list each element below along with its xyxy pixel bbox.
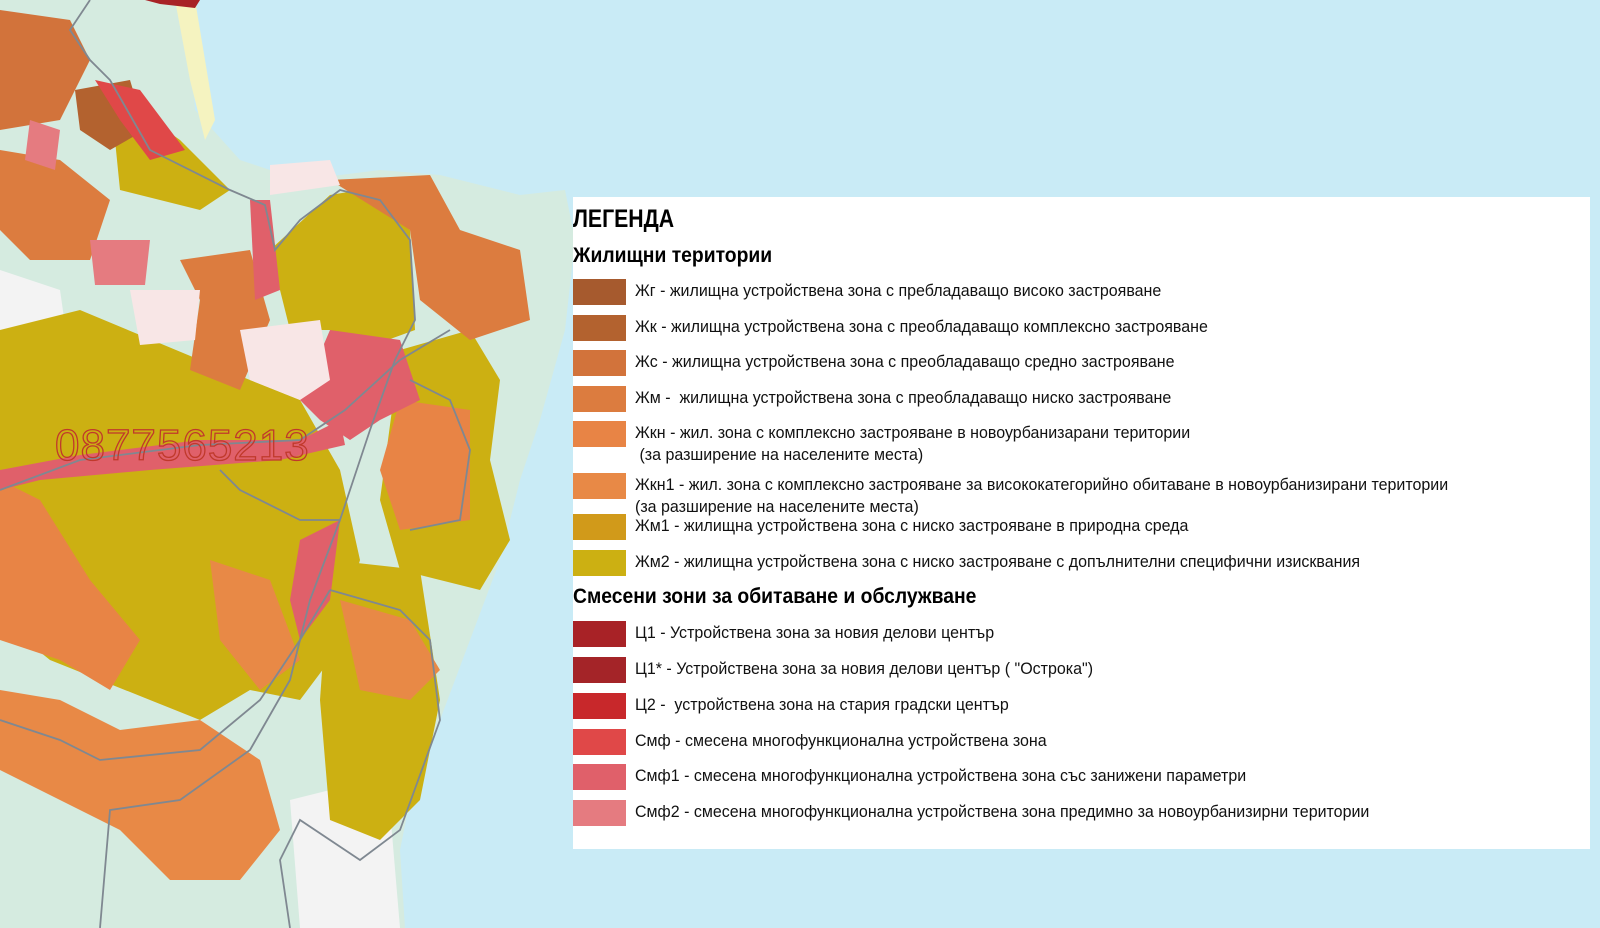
legend-label: Жк - жилищна устройствена зона с преобла… — [635, 318, 1208, 336]
roads — [0, 0, 471, 928]
map-legend: ЛЕГЕНДА Жилищни територии Жг - жилищна у… — [573, 197, 1590, 849]
zone-smf — [95, 80, 185, 160]
zone-zhs — [0, 10, 90, 130]
legend-swatch — [573, 386, 626, 412]
zone-smf2 — [25, 120, 60, 170]
light-pink-area — [130, 290, 200, 345]
zone-zhkn1 — [210, 560, 300, 690]
legend-item: Жм2 - жилищна устройствена зона с ниско … — [573, 550, 1383, 576]
legend-swatch — [573, 729, 626, 755]
legend-item: Смф1 - смесена многофункционална устройс… — [573, 764, 1265, 790]
zone-zhkn1 — [0, 690, 280, 880]
zone-zhkn1 — [340, 600, 440, 700]
legend-label: Смф - смесена многофункционална устройст… — [635, 732, 1047, 750]
legend-label: Жм - жилищна устройствена зона с преобла… — [635, 389, 1172, 407]
zone-smf1 — [290, 520, 340, 640]
section-title-mixed: Смесени зони за обитаване и обслужване — [573, 585, 977, 608]
zone-smf1 — [300, 330, 420, 440]
phone-watermark: 0877565213 — [54, 421, 310, 470]
legend-label: Ц1 - Устройствена зона за новия делови ц… — [635, 624, 995, 642]
beach — [175, 0, 215, 140]
legend-swatch — [573, 421, 626, 447]
zone-zhm — [330, 175, 530, 340]
legend-swatch — [573, 693, 626, 719]
legend-label: Жкн1 - жил. зона с комплексно застрояван… — [635, 476, 1449, 516]
legend-swatch — [573, 315, 626, 341]
zone-zhkn — [380, 400, 470, 530]
legend-swatch — [573, 657, 626, 683]
zone-zhm2 — [270, 190, 415, 350]
legend-label: Ц2 - устройствена зона на стария градски… — [635, 696, 1009, 714]
legend-item: Жм - жилищна устройствена зона с преобла… — [573, 386, 1188, 412]
legend-label: Жкн - жил. зона с комплексно застрояване… — [635, 424, 1191, 464]
legend-title: ЛЕГЕНДА — [573, 205, 675, 233]
legend-item: Жс - жилищна устройствена зона с преобла… — [573, 350, 1191, 376]
section-title-residential: Жилищни територии — [573, 244, 773, 267]
zone-zhkn — [0, 480, 140, 690]
zone-zhm2 — [320, 560, 440, 840]
legend-item: Ц2 - устройствена зона на стария градски… — [573, 693, 1020, 719]
legend-swatch — [573, 279, 626, 305]
legend-swatch — [573, 800, 626, 826]
legend-swatch — [573, 764, 626, 790]
legend-swatch — [573, 514, 626, 540]
legend-item: Ц1* - Устройствена зона за новия делови … — [573, 657, 1107, 683]
legend-item: Ц1 - Устройствена зона за новия делови ц… — [573, 621, 1005, 647]
legend-swatch — [573, 473, 626, 499]
zone-smf1 — [250, 200, 280, 300]
legend-swatch — [573, 621, 626, 647]
legend-item: Смф2 - смесена многофункционална устройс… — [573, 800, 1392, 826]
zone-smf1 — [0, 420, 345, 490]
legend-label: Жг - жилищна устройствена зона с преблад… — [635, 282, 1162, 300]
zone-zhm — [0, 150, 110, 260]
legend-label: Жм1 - жилищна устройствена зона с ниско … — [635, 517, 1189, 535]
legend-item: Жм1 - жилищна устройствена зона с ниско … — [573, 514, 1206, 540]
zone-smf2 — [90, 240, 150, 285]
legend-label: Ц1* - Устройствена зона за новия делови … — [635, 660, 1094, 678]
legend-label: Смф1 - смесена многофункционална устройс… — [635, 767, 1247, 785]
legend-item: Жкн1 - жил. зона с комплексно застрояван… — [573, 473, 1473, 518]
legend-swatch — [573, 550, 626, 576]
legend-item: Жг - жилищна устройствена зона с преблад… — [573, 279, 1178, 305]
legend-item: Смф - смесена многофункционална устройст… — [573, 729, 1059, 755]
legend-label: Жс - жилищна устройствена зона с преобла… — [635, 353, 1175, 371]
legend-item: Жк - жилищна устройствена зона с преобла… — [573, 315, 1226, 341]
legend-item: Жкн - жил. зона с комплексно застрояване… — [573, 421, 1207, 466]
light-pink-area — [270, 160, 340, 195]
legend-swatch — [573, 350, 626, 376]
legend-label: Смф2 - смесена многофункционална устройс… — [635, 803, 1370, 821]
legend-label: Жм2 - жилищна устройствена зона с ниско … — [635, 553, 1361, 571]
light-pink-area — [240, 320, 330, 400]
zone-c1 — [145, 0, 200, 8]
